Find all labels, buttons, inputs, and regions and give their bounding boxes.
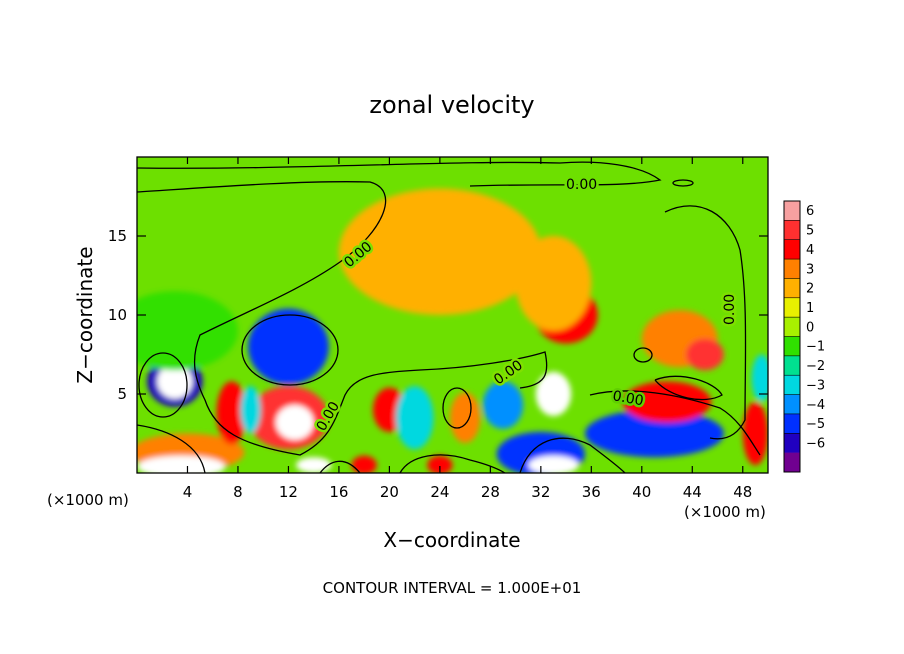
- colorbar-swatch: [784, 201, 800, 221]
- x-unit-label-right: (×1000 m): [684, 503, 766, 521]
- colorbar: 6 5 4 3 2 1 0 −1 −2 −3 −4 −5 −6: [783, 200, 825, 473]
- x-tick-label: 8: [233, 483, 243, 501]
- contour-line: [672, 179, 694, 187]
- contour-line: [519, 437, 626, 473]
- colorbar-label: 5: [806, 224, 814, 239]
- velocity-feature: [248, 308, 329, 385]
- y-tick-label: 10: [108, 306, 127, 324]
- velocity-feature: [351, 455, 377, 473]
- colorbar-label: −4: [806, 398, 825, 413]
- velocity-feature: [427, 455, 453, 473]
- colorbar-label: 1: [806, 301, 814, 316]
- x-unit-label-left: (×1000 m): [47, 491, 129, 509]
- y-axis-title: Z−coordinate: [73, 246, 97, 383]
- colorbar-label: 6: [806, 204, 814, 219]
- chart-title: zonal velocity: [369, 91, 534, 119]
- y-tick-label: 15: [108, 227, 127, 245]
- velocity-feature: [137, 455, 226, 473]
- contour-interval-footer: CONTOUR INTERVAL = 1.000E+01: [323, 579, 582, 597]
- contour-line: [633, 347, 653, 363]
- colorbar-swatch: [784, 375, 800, 395]
- colorbar-swatch: [784, 452, 800, 473]
- velocity-feature: [449, 392, 481, 443]
- colorbar-swatch: [784, 355, 800, 376]
- colorbar-label: −2: [806, 359, 825, 374]
- velocity-field: [137, 188, 768, 473]
- x-tick-label: 28: [481, 483, 500, 501]
- colorbar-label: 0: [806, 320, 814, 335]
- contour-line: [137, 181, 548, 456]
- velocity-feature: [137, 291, 238, 371]
- contour-line: [138, 352, 188, 418]
- colorbar-label: 3: [806, 262, 814, 277]
- contour-line: [319, 460, 361, 473]
- colorbar-swatch: [784, 394, 800, 415]
- y-axis: 5 10 15: [108, 227, 768, 403]
- velocity-feature: [157, 363, 193, 399]
- x-tick-label: 32: [531, 483, 550, 501]
- contour-line: [654, 375, 723, 401]
- velocity-feature: [751, 354, 768, 402]
- y-tick-label: 5: [117, 385, 127, 403]
- velocity-feature: [528, 455, 579, 473]
- contour-line: [241, 314, 339, 386]
- velocity-feature: [585, 409, 724, 458]
- velocity-feature: [275, 405, 314, 440]
- velocity-feature: [482, 381, 524, 429]
- x-tick-label: 44: [683, 483, 702, 501]
- velocity-feature: [685, 338, 724, 371]
- colorbar-swatch: [784, 259, 800, 279]
- zero-contours: [137, 161, 761, 473]
- contour-line: [589, 390, 761, 456]
- colorbar-label: −6: [806, 436, 825, 451]
- x-tick-label: 24: [430, 483, 449, 501]
- colorbar-swatch: [784, 278, 800, 299]
- colorbar-label: −1: [806, 340, 825, 355]
- contour-label: 0.00: [722, 294, 738, 325]
- x-axis: 4 8 12 16 20 24 28 32 36 40 44 48: [183, 157, 752, 501]
- velocity-feature: [338, 188, 541, 315]
- colorbar-label: −3: [806, 378, 825, 393]
- contour-line: [442, 387, 472, 429]
- x-tick-label: 20: [380, 483, 399, 501]
- velocity-feature: [535, 371, 572, 417]
- colorbar-swatch: [784, 220, 800, 241]
- contour-line: [664, 205, 747, 440]
- colorbar-swatch: [784, 433, 800, 453]
- colorbar-swatch: [784, 317, 800, 337]
- colorbar-label: 4: [806, 243, 814, 258]
- plot-area: 0.00 0.00 0.00 0.00 0.00 0.00: [137, 157, 768, 473]
- x-axis-title: X−coordinate: [383, 528, 520, 552]
- contour-label: 0.00: [566, 177, 597, 193]
- velocity-feature: [296, 457, 332, 473]
- velocity-feature: [515, 236, 592, 331]
- velocity-feature: [240, 386, 261, 434]
- x-tick-label: 48: [733, 483, 752, 501]
- x-tick-label: 40: [632, 483, 651, 501]
- x-tick-label: 4: [183, 483, 193, 501]
- x-tick-label: 36: [582, 483, 601, 501]
- x-tick-label: 16: [329, 483, 348, 501]
- colorbar-swatch: [784, 239, 800, 260]
- velocity-feature: [742, 401, 768, 466]
- colorbar-label: −5: [806, 417, 825, 432]
- colorbar-swatch: [784, 297, 800, 318]
- velocity-feature: [395, 386, 434, 450]
- colorbar-swatch: [784, 413, 800, 434]
- contour-line: [137, 424, 206, 473]
- colorbar-label: 2: [806, 282, 814, 297]
- colorbar-swatch: [784, 336, 800, 357]
- x-tick-label: 12: [279, 483, 298, 501]
- contour-line: [137, 161, 662, 187]
- contour-line: [399, 454, 506, 473]
